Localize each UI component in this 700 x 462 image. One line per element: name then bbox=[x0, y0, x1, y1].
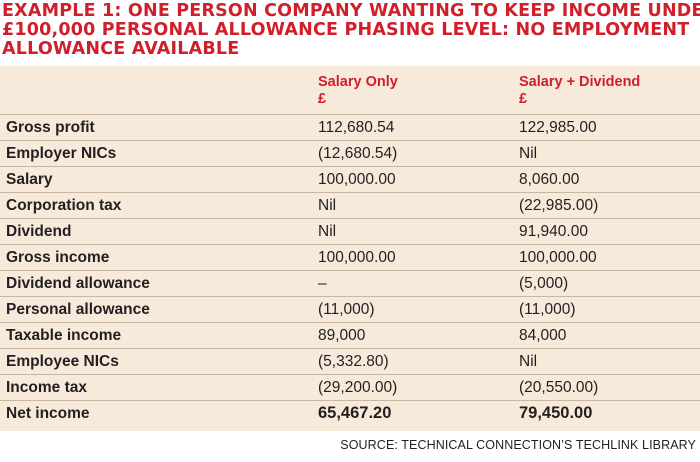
table-header-row: Salary Only £ Salary + Dividend £ bbox=[0, 74, 700, 115]
cell-salary-dividend: 84,000 bbox=[515, 322, 700, 349]
table-title: EXAMPLE 1: ONE PERSON COMPANY WANTING TO… bbox=[2, 1, 700, 59]
cell-salary-dividend: 79,450.00 bbox=[515, 400, 700, 426]
cell-salary-dividend: (5,000) bbox=[515, 270, 700, 297]
header-blank bbox=[0, 74, 314, 115]
table-row: Dividend Nil 91,940.00 bbox=[0, 218, 700, 245]
row-label: Gross income bbox=[0, 244, 314, 271]
title-line: ALLOWANCE AVAILABLE bbox=[2, 39, 240, 59]
row-label: Salary bbox=[0, 166, 314, 193]
cell-salary-dividend: 8,060.00 bbox=[515, 166, 700, 193]
cell-salary-only: 112,680.54 bbox=[314, 114, 515, 141]
header-salary-dividend: Salary + Dividend £ bbox=[515, 74, 700, 115]
cell-salary-only: Nil bbox=[314, 218, 515, 245]
table-row: Employer NICs (12,680.54) Nil bbox=[0, 140, 700, 167]
title-line: £100,000 PERSONAL ALLOWANCE PHASING LEVE… bbox=[2, 20, 690, 40]
cell-salary-dividend: (11,000) bbox=[515, 296, 700, 323]
cell-salary-only: 100,000.00 bbox=[314, 166, 515, 193]
row-label: Employer NICs bbox=[0, 140, 314, 167]
cell-salary-dividend: (22,985.00) bbox=[515, 192, 700, 219]
table-row: Dividend allowance – (5,000) bbox=[0, 270, 700, 297]
cell-salary-dividend: 100,000.00 bbox=[515, 244, 700, 271]
cell-salary-only: Nil bbox=[314, 192, 515, 219]
column-name: Salary + Dividend bbox=[519, 74, 641, 90]
row-label: Employee NICs bbox=[0, 348, 314, 375]
row-label: Income tax bbox=[0, 374, 314, 401]
row-label: Net income bbox=[0, 400, 314, 426]
table-row: Net income 65,467.20 79,450.00 bbox=[0, 400, 700, 426]
row-label: Dividend bbox=[0, 218, 314, 245]
table-row: Corporation tax Nil (22,985.00) bbox=[0, 192, 700, 219]
cell-salary-only: (5,332.80) bbox=[314, 348, 515, 375]
table-row: Personal allowance (11,000) (11,000) bbox=[0, 296, 700, 323]
cell-salary-only: (12,680.54) bbox=[314, 140, 515, 167]
row-label: Gross profit bbox=[0, 114, 314, 141]
comparison-table: Salary Only £ Salary + Dividend £ Gross … bbox=[0, 74, 700, 426]
source-credit: SOURCE: TECHNICAL CONNECTION’S TECHLINK … bbox=[340, 438, 696, 452]
row-label: Corporation tax bbox=[0, 192, 314, 219]
cell-salary-only: 89,000 bbox=[314, 322, 515, 349]
column-name: Salary Only bbox=[318, 74, 398, 90]
column-unit: £ bbox=[519, 91, 528, 107]
row-label: Dividend allowance bbox=[0, 270, 314, 297]
cell-salary-dividend: Nil bbox=[515, 140, 700, 167]
table-row: Taxable income 89,000 84,000 bbox=[0, 322, 700, 349]
table-body: Gross profit 112,680.54 122,985.00 Employer… bbox=[0, 114, 700, 426]
table-row: Income tax (29,200.00) (20,550.00) bbox=[0, 374, 700, 401]
row-label: Personal allowance bbox=[0, 296, 314, 323]
header-salary-only: Salary Only £ bbox=[314, 74, 515, 115]
column-unit: £ bbox=[318, 91, 327, 107]
row-label: Taxable income bbox=[0, 322, 314, 349]
cell-salary-dividend: Nil bbox=[515, 348, 700, 375]
title-line: EXAMPLE 1: ONE PERSON COMPANY WANTING TO… bbox=[2, 1, 700, 21]
cell-salary-only: 100,000.00 bbox=[314, 244, 515, 271]
cell-salary-dividend: 122,985.00 bbox=[515, 114, 700, 141]
cell-salary-only: (11,000) bbox=[314, 296, 515, 323]
cell-salary-only: 65,467.20 bbox=[314, 400, 515, 426]
cell-salary-only: – bbox=[314, 270, 515, 297]
cell-salary-dividend: (20,550.00) bbox=[515, 374, 700, 401]
table-panel: Salary Only £ Salary + Dividend £ Gross … bbox=[0, 66, 700, 431]
table-row: Employee NICs (5,332.80) Nil bbox=[0, 348, 700, 375]
table-row: Salary 100,000.00 8,060.00 bbox=[0, 166, 700, 193]
cell-salary-dividend: 91,940.00 bbox=[515, 218, 700, 245]
table-row: Gross profit 112,680.54 122,985.00 bbox=[0, 114, 700, 141]
cell-salary-only: (29,200.00) bbox=[314, 374, 515, 401]
table-row: Gross income 100,000.00 100,000.00 bbox=[0, 244, 700, 271]
